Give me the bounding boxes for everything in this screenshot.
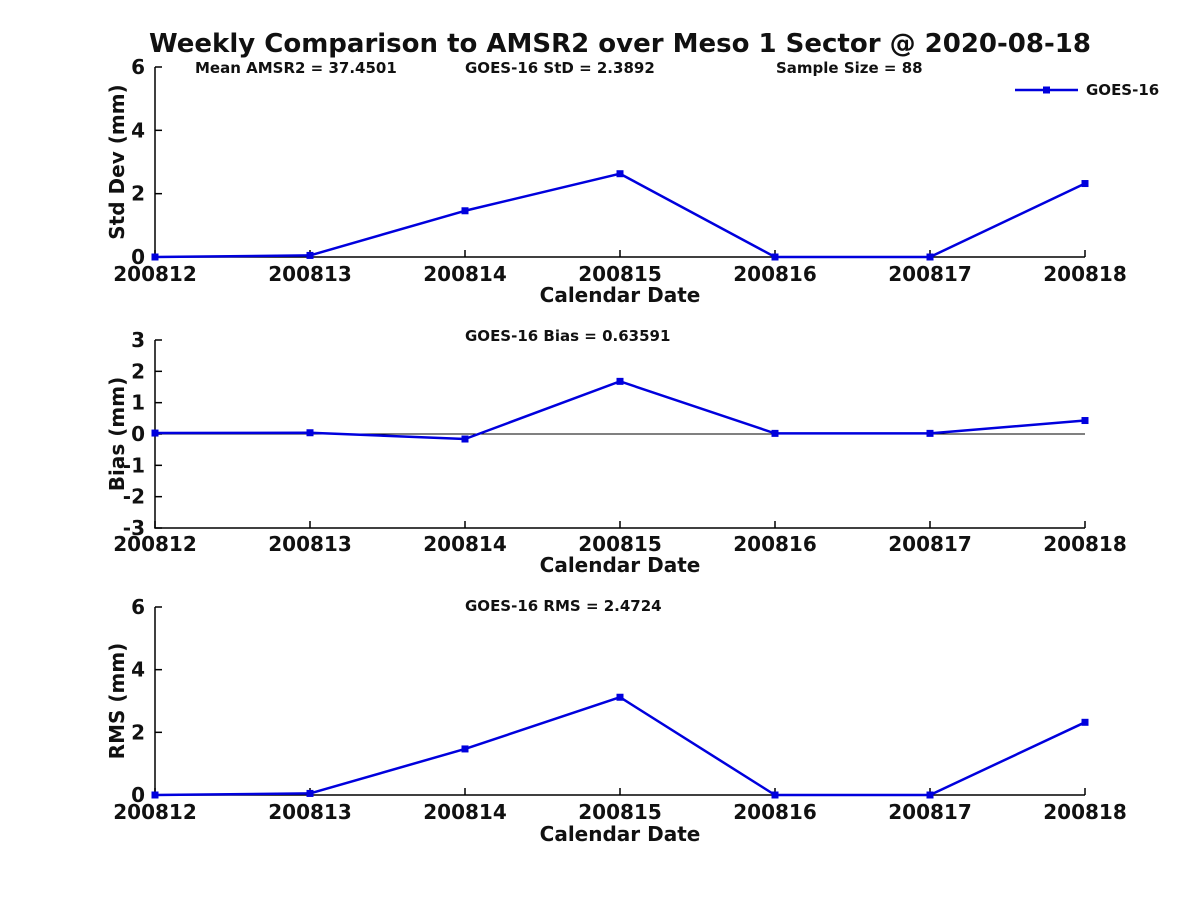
x-tick-label: 200812 [113, 262, 197, 286]
stat-annotation: GOES-16 RMS = 2.4724 [465, 597, 662, 615]
data-point-marker [151, 429, 159, 437]
x-tick-label: 200813 [268, 800, 352, 824]
y-tick-label: -1 [123, 453, 145, 477]
series-line [154, 695, 1086, 797]
x-tick-label: 200815 [578, 800, 662, 824]
y-tick-label: 2 [131, 182, 145, 206]
y-tick-label: 3 [131, 328, 145, 352]
y-tick-label: -3 [123, 516, 145, 540]
data-point-marker [771, 253, 779, 261]
x-tick-label: 200816 [733, 262, 817, 286]
data-point-marker [926, 791, 934, 799]
y-tick-label: 4 [131, 118, 145, 142]
x-axis-label: Calendar Date [540, 283, 701, 307]
data-point-marker [151, 791, 159, 799]
x-tick-label: 200814 [423, 800, 507, 824]
series-line [154, 172, 1086, 259]
y-tick-label: 6 [131, 55, 145, 79]
x-tick-label: 200814 [423, 262, 507, 286]
x-tick-label: 200817 [888, 800, 972, 824]
x-tick-label: 200815 [578, 532, 662, 556]
data-point-marker [926, 253, 934, 261]
stat-annotation: Sample Size = 88 [776, 59, 923, 77]
data-point-marker [306, 429, 314, 437]
x-tick-label: 200817 [888, 532, 972, 556]
data-point-marker [1081, 180, 1089, 188]
figure-title: Weekly Comparison to AMSR2 over Meso 1 S… [149, 29, 1091, 59]
y-tick-label: 2 [131, 720, 145, 744]
y-tick-label: 0 [131, 245, 145, 269]
x-axis-label: Calendar Date [540, 553, 701, 577]
x-tick-label: 200812 [113, 800, 197, 824]
data-point-marker [771, 791, 779, 799]
y-axis-label: Std Dev (mm) [105, 84, 129, 239]
data-point-marker [306, 789, 314, 797]
y-tick-label: 1 [131, 391, 145, 415]
x-axis-label: Calendar Date [540, 822, 701, 846]
series-line [154, 380, 1086, 441]
x-tick-label: 200816 [733, 800, 817, 824]
x-tick-label: 200818 [1043, 800, 1127, 824]
x-tick-label: 200818 [1043, 532, 1127, 556]
x-tick-label: 200818 [1043, 262, 1127, 286]
x-tick-label: 200814 [423, 532, 507, 556]
x-tick-label: 200816 [733, 532, 817, 556]
y-tick-label: -2 [123, 485, 145, 509]
y-axis-label: RMS (mm) [105, 643, 129, 760]
data-point-marker [461, 207, 469, 215]
y-axis-label: Bias (mm) [105, 377, 129, 491]
data-point-marker [926, 429, 934, 437]
stat-annotation: Mean AMSR2 = 37.4501 [195, 59, 397, 77]
data-point-marker [616, 693, 624, 701]
x-tick-label: 200813 [268, 532, 352, 556]
x-tick-label: 200812 [113, 532, 197, 556]
data-point-marker [616, 170, 624, 178]
y-tick-label: 6 [131, 595, 145, 619]
y-tick-label: 0 [131, 783, 145, 807]
stat-annotation: GOES-16 StD = 2.3892 [465, 59, 655, 77]
data-point-marker [461, 745, 469, 753]
x-tick-label: 200813 [268, 262, 352, 286]
x-tick-label: 200817 [888, 262, 972, 286]
legend-marker [1043, 86, 1050, 94]
data-point-marker [616, 377, 624, 385]
y-tick-label: 4 [131, 658, 145, 682]
data-point-marker [461, 435, 469, 443]
data-point-marker [306, 251, 314, 259]
y-tick-label: 2 [131, 359, 145, 383]
legend-label: GOES-16 [1086, 81, 1159, 99]
stat-annotation: GOES-16 Bias = 0.63591 [465, 327, 670, 345]
data-point-marker [1081, 417, 1089, 425]
y-tick-label: 0 [131, 422, 145, 446]
data-point-marker [151, 253, 159, 261]
data-point-marker [771, 429, 779, 437]
data-point-marker [1081, 718, 1089, 726]
x-tick-label: 200815 [578, 262, 662, 286]
